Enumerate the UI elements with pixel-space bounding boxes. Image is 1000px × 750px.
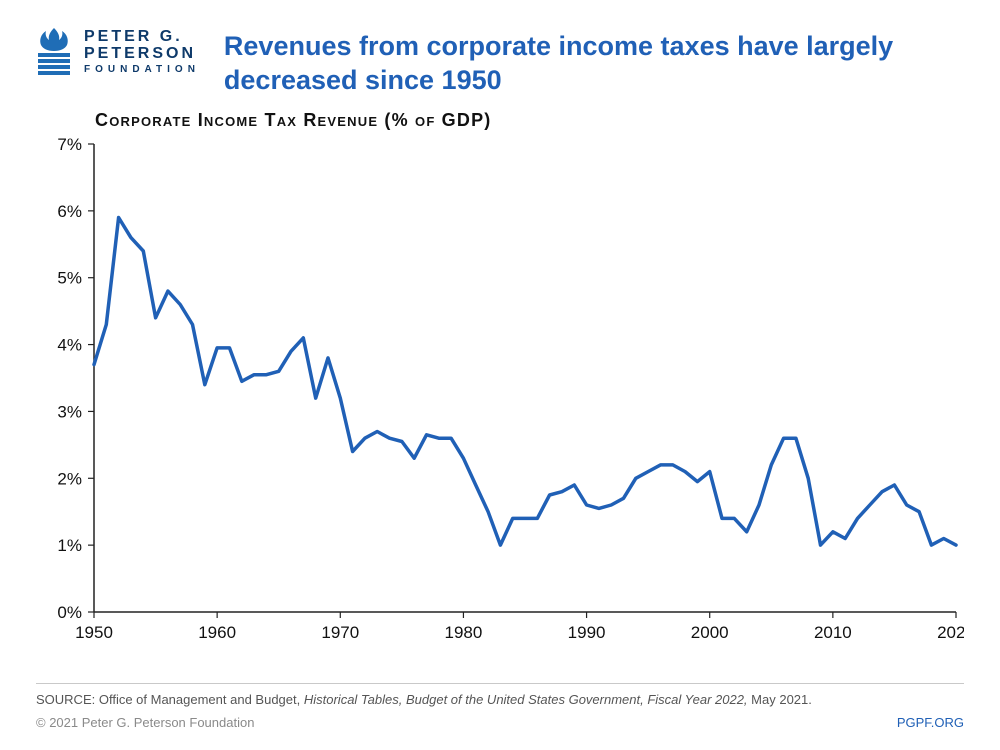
x-tick-label: 2020 bbox=[937, 623, 964, 642]
footer: SOURCE: Office of Management and Budget,… bbox=[36, 683, 964, 730]
y-tick-label: 0% bbox=[57, 603, 82, 622]
y-tick-label: 2% bbox=[57, 469, 82, 488]
x-tick-label: 1990 bbox=[568, 623, 606, 642]
chart-subtitle: Corporate Income Tax Revenue (% of GDP) bbox=[95, 110, 491, 131]
y-tick-label: 5% bbox=[57, 269, 82, 288]
data-line bbox=[94, 218, 956, 546]
x-tick-label: 2010 bbox=[814, 623, 852, 642]
y-tick-label: 6% bbox=[57, 202, 82, 221]
x-tick-label: 1980 bbox=[445, 623, 483, 642]
logo-line1: PETER G. bbox=[84, 29, 200, 46]
y-tick-label: 3% bbox=[57, 402, 82, 421]
header: PETER G. PETERSON FOUNDATION Revenues fr… bbox=[0, 0, 1000, 98]
logo-text: PETER G. PETERSON FOUNDATION bbox=[84, 29, 200, 75]
logo-line3: FOUNDATION bbox=[84, 63, 200, 76]
footer-url: PGPF.ORG bbox=[897, 715, 964, 730]
x-tick-label: 1950 bbox=[75, 623, 113, 642]
chart-title: Revenues from corporate income taxes hav… bbox=[224, 26, 960, 98]
source-italic: Historical Tables, Budget of the United … bbox=[304, 692, 748, 707]
x-tick-label: 1970 bbox=[321, 623, 359, 642]
source-prefix: SOURCE: Office of Management and Budget, bbox=[36, 692, 304, 707]
source-suffix: May 2021. bbox=[748, 692, 812, 707]
torch-icon bbox=[34, 26, 74, 78]
y-tick-label: 4% bbox=[57, 336, 82, 355]
copyright: © 2021 Peter G. Peterson Foundation bbox=[36, 715, 254, 730]
y-tick-label: 1% bbox=[57, 536, 82, 555]
source-line: SOURCE: Office of Management and Budget,… bbox=[36, 692, 964, 707]
x-tick-label: 1960 bbox=[198, 623, 236, 642]
logo: PETER G. PETERSON FOUNDATION bbox=[34, 26, 200, 78]
x-tick-label: 2000 bbox=[691, 623, 729, 642]
logo-line2: PETERSON bbox=[84, 46, 200, 63]
line-chart: 0% 1% 2% 3% 4% 5% 6% 7% 1950 1960 1970 1980 1990 2000… bbox=[36, 138, 964, 653]
y-tick-label: 7% bbox=[57, 138, 82, 154]
